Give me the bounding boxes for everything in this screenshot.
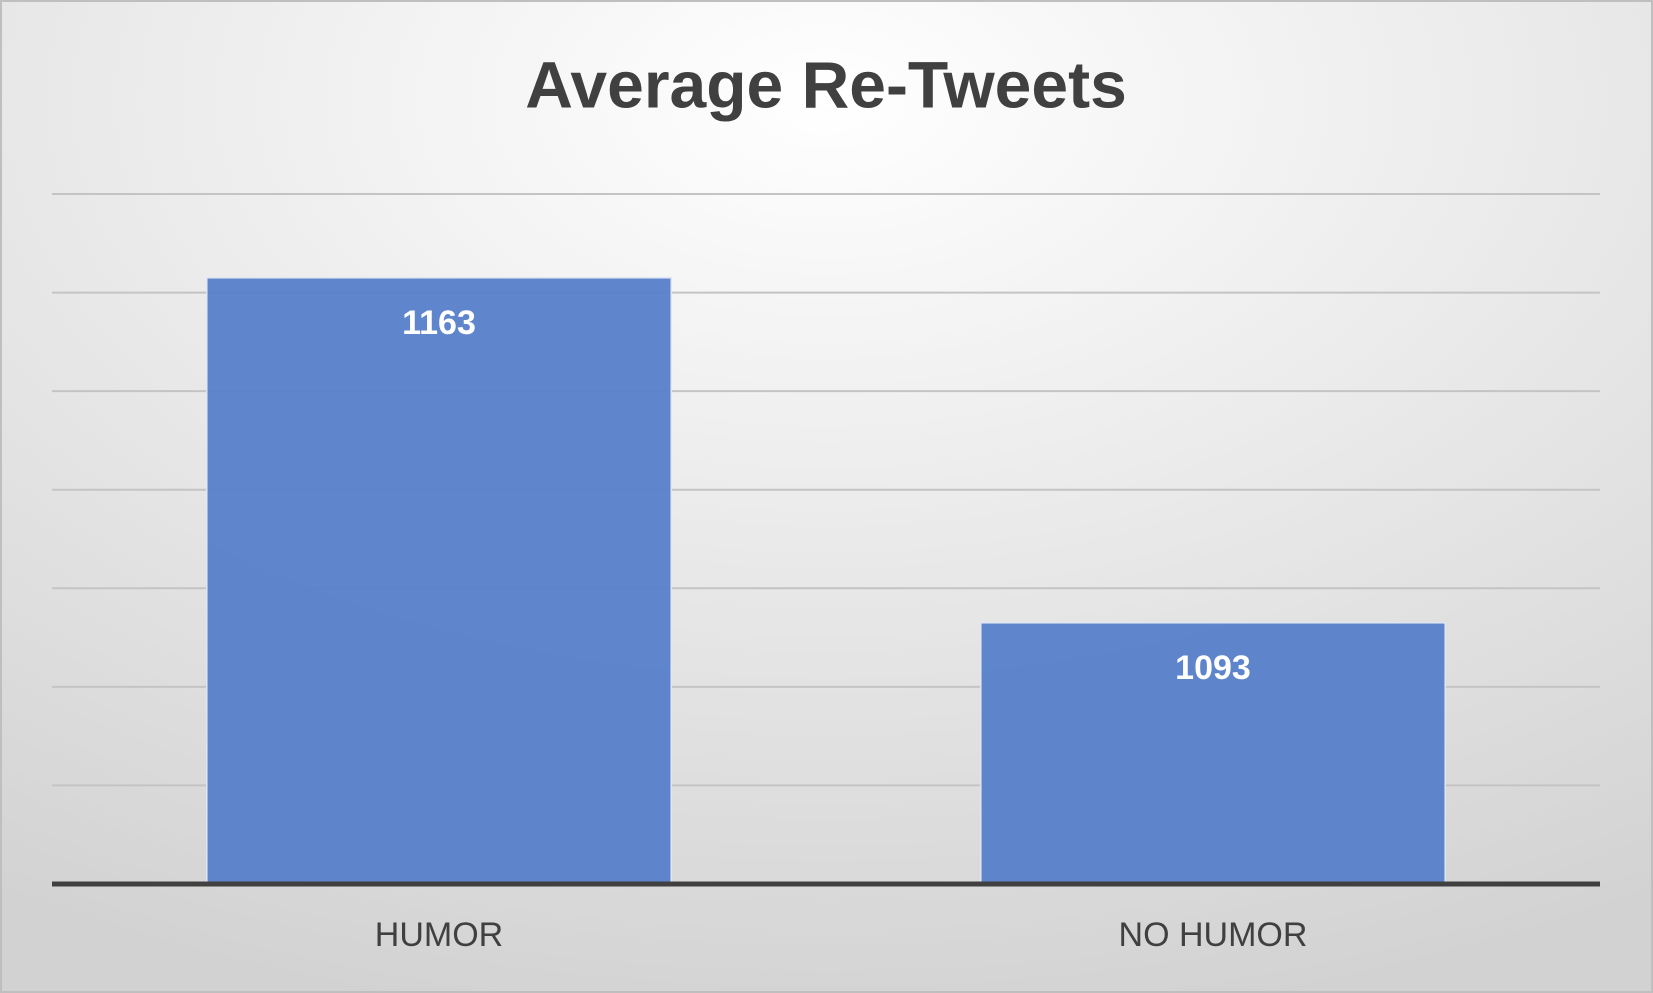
bar [206, 277, 672, 885]
value-label: 1163 [402, 304, 476, 342]
value-label: 1093 [1175, 649, 1251, 687]
bar [980, 622, 1446, 885]
x-tick-label: NO HUMOR [1119, 916, 1308, 954]
x-tick-label: HUMOR [375, 916, 503, 954]
chart-title: Average Re-Tweets [525, 47, 1127, 121]
